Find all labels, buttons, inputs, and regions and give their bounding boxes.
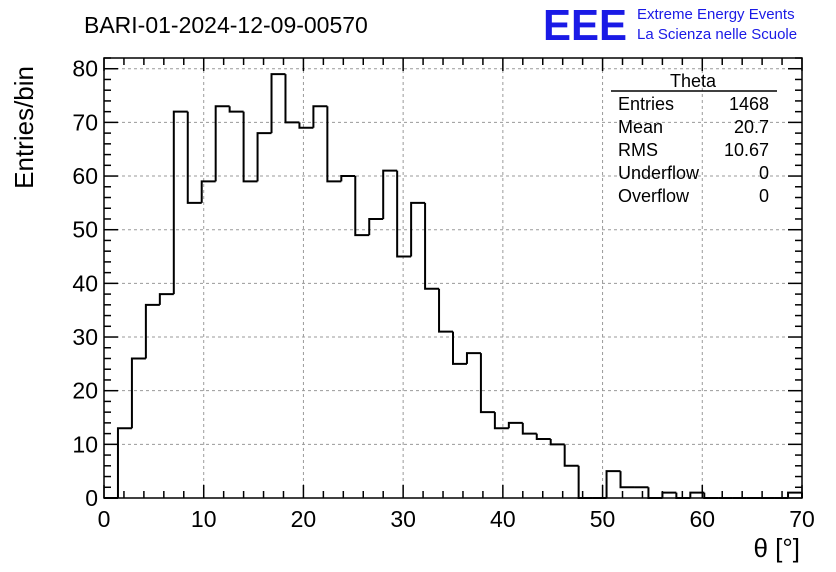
histogram-bin xyxy=(438,288,453,333)
y-tick-label: 0 xyxy=(85,485,98,511)
stats-label-rms: RMS xyxy=(618,140,658,160)
y-tick-label: 60 xyxy=(72,163,98,189)
stats-value-entries: 1468 xyxy=(729,94,769,114)
logo-line-2: La Scienza nelle Scuole xyxy=(637,26,797,43)
histogram-bin xyxy=(312,105,328,128)
histogram-bin xyxy=(605,470,621,498)
histogram-bin xyxy=(158,293,174,305)
x-axis-label: θ [°] xyxy=(753,533,800,563)
x-tick-label: 60 xyxy=(689,506,715,532)
x-tick-label: 0 xyxy=(98,506,111,532)
stats-title: Theta xyxy=(670,71,717,91)
axis-ticks xyxy=(103,57,803,499)
y-tick-label: 20 xyxy=(72,378,98,404)
histogram-bin xyxy=(228,106,244,113)
histogram-bin xyxy=(144,303,160,359)
histogram-bin xyxy=(130,357,146,429)
y-tick-label: 70 xyxy=(72,109,98,135)
chart-title: BARI-01-2024-12-09-00570 xyxy=(84,12,368,38)
y-tick-label: 40 xyxy=(72,270,98,296)
histogram-bin xyxy=(200,180,216,203)
histogram-bin xyxy=(172,110,188,295)
y-tick-label: 80 xyxy=(72,56,98,82)
stats-label-mean: Mean xyxy=(618,117,663,137)
eee-logo-mark: EEE xyxy=(543,1,627,50)
histogram-bin xyxy=(521,422,537,435)
histogram-bin xyxy=(563,444,579,467)
histogram-bin xyxy=(410,201,426,257)
histogram-bin xyxy=(270,73,286,134)
histogram-bin xyxy=(284,74,300,124)
x-tick-label: 50 xyxy=(590,506,616,532)
histogram-bin xyxy=(326,106,342,183)
histogram-bin xyxy=(493,412,509,430)
histogram-bin xyxy=(507,421,523,429)
stats-value-overflow: 0 xyxy=(759,186,769,206)
histogram-bin xyxy=(256,132,272,182)
stats-label-underflow: Underflow xyxy=(618,163,700,183)
histogram-bin xyxy=(368,217,384,236)
logo-line-1: Extreme Energy Events xyxy=(637,6,795,23)
histogram-bin xyxy=(619,471,635,489)
histogram-bin xyxy=(214,105,230,182)
stats-value-rms: 10.67 xyxy=(724,140,769,160)
histogram-bin xyxy=(689,491,705,498)
x-tick-label: 70 xyxy=(789,506,815,532)
eee-logo: EEE Extreme Energy Events La Scienza nel… xyxy=(543,1,797,50)
histogram-bin xyxy=(549,438,565,446)
histogram-bin xyxy=(186,111,202,204)
histogram-bin xyxy=(382,169,398,219)
plot-frame xyxy=(103,57,803,499)
y-tick-label: 10 xyxy=(72,431,98,457)
histogram-bin xyxy=(465,352,481,364)
y-tick-label: 30 xyxy=(72,324,98,350)
stats-label-overflow: Overflow xyxy=(618,186,690,206)
histogram-bin xyxy=(479,353,495,414)
stats-value-mean: 20.7 xyxy=(734,117,769,137)
histogram-bin xyxy=(787,491,802,498)
y-tick-label: 50 xyxy=(72,217,98,243)
histogram-bin xyxy=(424,202,440,290)
histogram-bin xyxy=(396,170,412,258)
x-tick-label: 40 xyxy=(490,506,516,532)
histogram-bin xyxy=(452,331,467,365)
stats-box: Theta Entries 1468 Mean 20.7 RMS 10.67 U… xyxy=(611,71,777,206)
histogram-bin xyxy=(116,427,132,498)
x-tick-label: 20 xyxy=(291,506,317,532)
histogram-bin xyxy=(298,122,314,129)
x-tick-label: 10 xyxy=(191,506,217,532)
stats-label-entries: Entries xyxy=(618,94,674,114)
stats-value-underflow: 0 xyxy=(759,163,769,183)
histogram-bin xyxy=(242,111,258,183)
histogram-bin xyxy=(340,175,356,182)
tick-labels: 0 10 20 30 40 50 60 70 0 10 20 30 40 50 60 70 80 xyxy=(72,56,814,532)
y-axis-label: Entries/bin xyxy=(9,66,39,189)
x-tick-label: 30 xyxy=(390,506,416,532)
histogram-bin xyxy=(535,433,551,440)
histogram-bin xyxy=(354,176,370,237)
